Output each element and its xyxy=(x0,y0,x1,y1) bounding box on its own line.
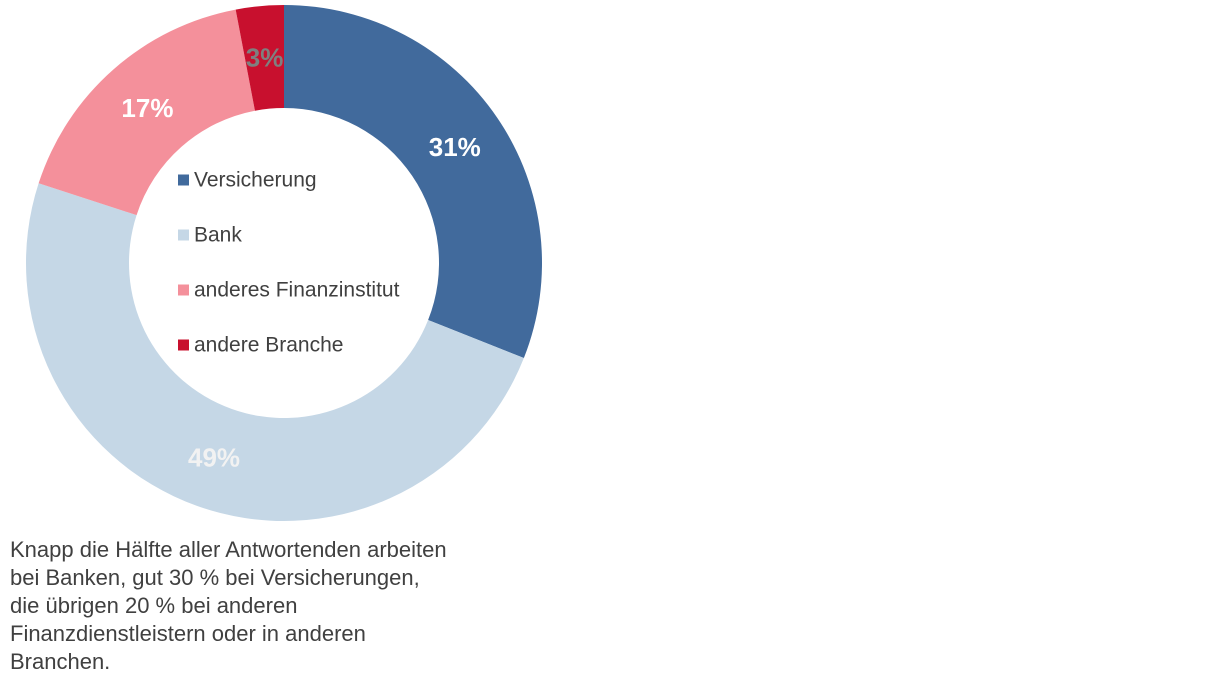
legend-item-versicherung: Versicherung xyxy=(178,169,317,192)
chart-caption: Knapp die Hälfte aller Antwortenden arbe… xyxy=(10,537,447,674)
slice-label-versicherung: 31% xyxy=(429,132,481,162)
legend-label-bank: Bank xyxy=(194,224,242,247)
legend-swatch-bank xyxy=(178,229,189,241)
legend-label-versicherung: Versicherung xyxy=(194,169,317,192)
slice-versicherung xyxy=(284,5,542,358)
slice-label-andere-branche: 3% xyxy=(246,42,284,72)
slice-labels: 31% 49% 17% 3% xyxy=(121,42,480,472)
slice-bank xyxy=(26,183,524,521)
slice-label-bank: 49% xyxy=(188,442,240,472)
legend-item-andere-branche: andere Branche xyxy=(178,334,343,357)
legend-label-andere-branche: andere Branche xyxy=(194,334,343,357)
legend-item-anderes-finanzinstitut: anderes Finanzinstitut xyxy=(178,279,400,302)
slice-andere-branche xyxy=(235,5,284,111)
legend-label-anderes-finanzinstitut: anderes Finanzinstitut xyxy=(194,279,400,302)
slices xyxy=(26,5,542,521)
slice-anderes-finanzinstitut xyxy=(38,9,255,216)
chart-legend: Versicherung Bank anderes Finanzinstitut an… xyxy=(178,169,400,357)
legend-swatch-andere-branche xyxy=(178,339,189,351)
legend-item-bank: Bank xyxy=(178,224,242,247)
slice-label-anderes-finanzinstitut: 17% xyxy=(121,93,173,123)
chart-svg: 31% 49% 17% 3% Versicherung Bank anderes Fina… xyxy=(26,5,542,521)
legend-swatch-versicherung xyxy=(178,174,189,186)
legend-swatch-anderes-finanzinstitut xyxy=(178,284,189,296)
